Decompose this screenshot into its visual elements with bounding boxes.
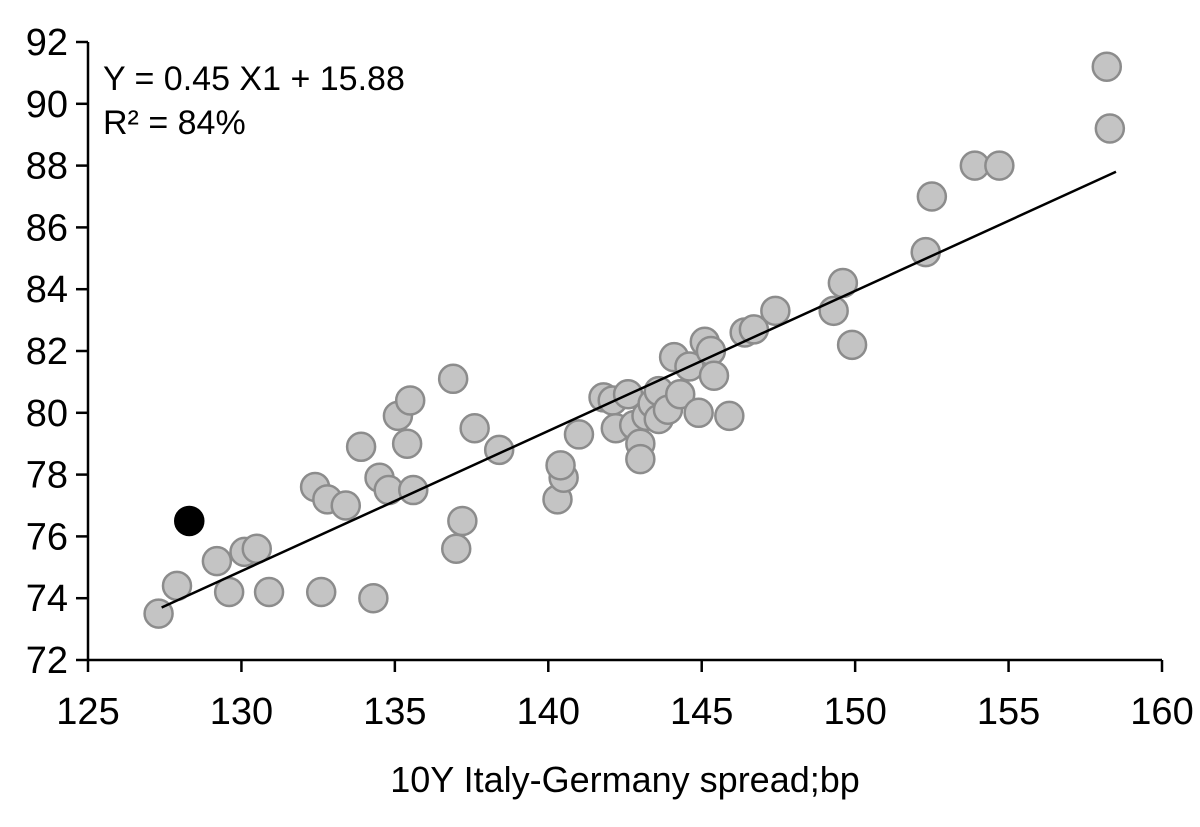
data-point: [437, 363, 469, 395]
y-tick-label: 72: [26, 640, 68, 682]
y-tick-label: 74: [26, 578, 68, 620]
data-point: [1091, 51, 1123, 82]
x-tick-label: 125: [56, 691, 119, 733]
y-tick-label: 80: [26, 393, 68, 435]
data-point: [664, 379, 696, 410]
data-point: [760, 295, 791, 327]
data-point: [447, 505, 478, 537]
data-point: [714, 400, 745, 432]
data-point: [305, 576, 337, 608]
data-point: [916, 181, 948, 212]
data-point: [459, 413, 490, 444]
x-tick-label: 155: [977, 691, 1040, 733]
data-point: [698, 360, 730, 391]
y-tick-label: 92: [26, 22, 68, 64]
data-point: [984, 150, 1015, 181]
y-tick-label: 76: [26, 516, 68, 558]
data-point: [394, 385, 426, 416]
data-point: [391, 428, 423, 459]
data-point: [563, 419, 595, 450]
data-point: [683, 397, 714, 429]
data-point: [201, 545, 233, 577]
y-tick-label: 88: [26, 146, 68, 188]
x-tick-label: 145: [670, 691, 733, 733]
x-tick-label: 160: [1130, 691, 1193, 733]
data-point: [625, 443, 656, 475]
data-point: [836, 329, 868, 361]
regression-equation-label: Y = 0.45 X1 + 15.88: [103, 60, 405, 98]
highlighted-data-point: [174, 505, 205, 537]
x-tick-label: 150: [823, 691, 886, 733]
y-tick-label: 86: [26, 207, 68, 249]
r-squared-label: R² = 84%: [103, 104, 246, 142]
data-point: [398, 474, 429, 506]
x-axis-title: 10Y Italy-Germany spread;bp: [390, 759, 860, 800]
x-tick-label: 135: [363, 691, 426, 733]
y-tick-label: 78: [26, 455, 68, 497]
data-point: [345, 431, 377, 463]
y-tick-label: 84: [26, 269, 68, 311]
data-point: [358, 582, 389, 614]
x-tick-label: 140: [517, 691, 580, 733]
y-tick-label: 90: [26, 84, 68, 126]
data-point: [253, 576, 285, 608]
data-point: [545, 450, 576, 481]
x-tick-label: 130: [210, 691, 273, 733]
data-point: [330, 490, 362, 521]
trendline: [161, 170, 1117, 609]
data-point: [440, 533, 472, 565]
data-point: [1094, 113, 1126, 144]
y-tick-label: 82: [26, 331, 68, 373]
